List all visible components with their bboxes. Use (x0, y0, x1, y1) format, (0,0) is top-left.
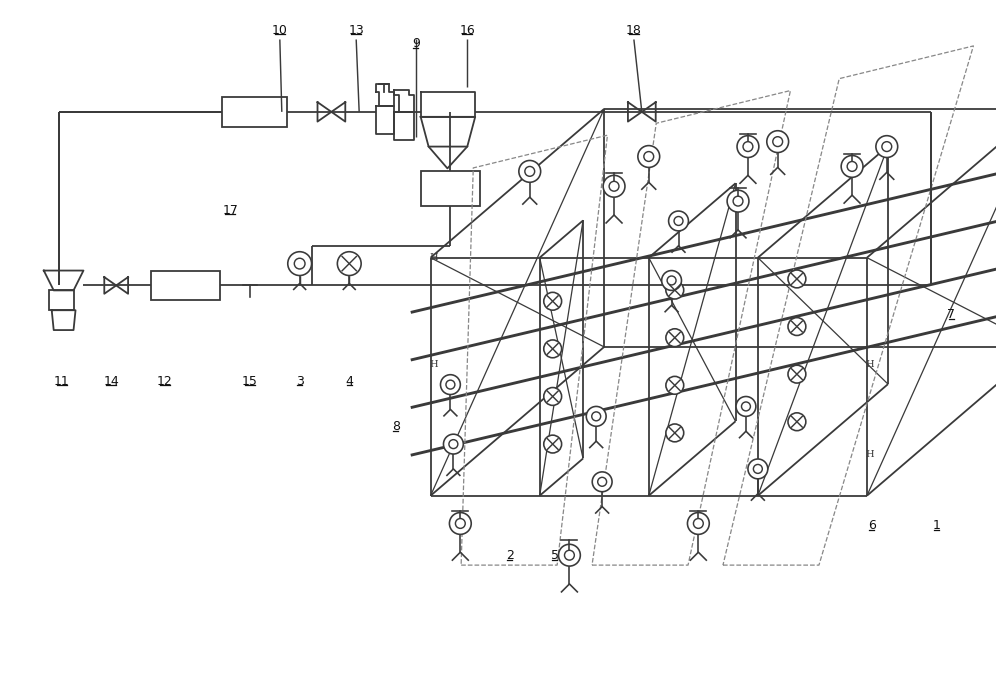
Circle shape (288, 252, 312, 275)
Circle shape (586, 406, 606, 427)
Circle shape (882, 142, 892, 151)
Text: 4: 4 (345, 375, 353, 387)
Text: 7: 7 (947, 308, 955, 321)
Text: 10: 10 (272, 24, 288, 36)
Text: 17: 17 (222, 204, 238, 217)
Bar (222, 97, 287, 127)
Circle shape (667, 276, 676, 285)
Circle shape (733, 196, 743, 206)
Circle shape (736, 396, 756, 416)
Circle shape (603, 176, 625, 197)
Bar (151, 271, 220, 300)
Circle shape (753, 464, 762, 473)
Circle shape (443, 434, 463, 454)
Text: 11: 11 (54, 375, 70, 387)
Circle shape (559, 544, 580, 566)
Text: 1: 1 (932, 520, 940, 533)
Circle shape (666, 377, 684, 394)
Circle shape (592, 412, 601, 421)
Circle shape (544, 387, 562, 406)
Text: 6: 6 (868, 520, 876, 533)
Circle shape (440, 375, 460, 394)
Text: 13: 13 (348, 24, 364, 36)
Circle shape (788, 365, 806, 383)
Text: 18: 18 (626, 24, 642, 36)
Circle shape (449, 512, 471, 535)
Text: 9: 9 (412, 38, 420, 51)
Circle shape (669, 211, 688, 231)
Circle shape (666, 329, 684, 347)
Circle shape (525, 167, 535, 176)
Circle shape (565, 550, 574, 560)
Bar (49, 290, 74, 310)
Circle shape (737, 136, 759, 157)
Circle shape (519, 161, 541, 182)
Circle shape (876, 136, 898, 157)
Circle shape (788, 318, 806, 335)
Circle shape (743, 142, 753, 151)
Text: 12: 12 (157, 375, 173, 387)
Circle shape (544, 435, 562, 453)
Circle shape (544, 340, 562, 358)
Circle shape (741, 402, 750, 411)
Bar (421, 171, 480, 206)
Circle shape (449, 439, 458, 449)
Text: H: H (866, 360, 874, 369)
Text: H: H (429, 253, 438, 262)
Circle shape (727, 190, 749, 212)
Circle shape (687, 512, 709, 535)
Text: 8: 8 (392, 421, 400, 433)
Circle shape (674, 217, 683, 225)
Circle shape (592, 472, 612, 491)
Circle shape (693, 518, 703, 529)
Circle shape (847, 161, 857, 171)
Circle shape (773, 137, 783, 146)
Text: 2: 2 (506, 549, 514, 562)
Circle shape (638, 146, 660, 167)
Circle shape (841, 155, 863, 178)
Circle shape (598, 477, 607, 486)
Text: 5: 5 (551, 549, 559, 562)
Circle shape (788, 270, 806, 288)
Text: H: H (866, 450, 874, 458)
Circle shape (609, 182, 619, 191)
Circle shape (644, 152, 654, 161)
Text: 14: 14 (103, 375, 119, 387)
Circle shape (294, 259, 305, 269)
Text: 3: 3 (296, 375, 304, 387)
Circle shape (666, 281, 684, 299)
Circle shape (455, 518, 465, 529)
Circle shape (666, 424, 684, 442)
Text: 15: 15 (242, 375, 258, 387)
Circle shape (788, 413, 806, 431)
Circle shape (446, 380, 455, 389)
Text: 16: 16 (459, 24, 475, 36)
Circle shape (767, 131, 789, 153)
Circle shape (544, 292, 562, 310)
Circle shape (337, 252, 361, 275)
Circle shape (748, 459, 768, 479)
Text: H: H (429, 360, 438, 369)
Circle shape (662, 271, 681, 290)
